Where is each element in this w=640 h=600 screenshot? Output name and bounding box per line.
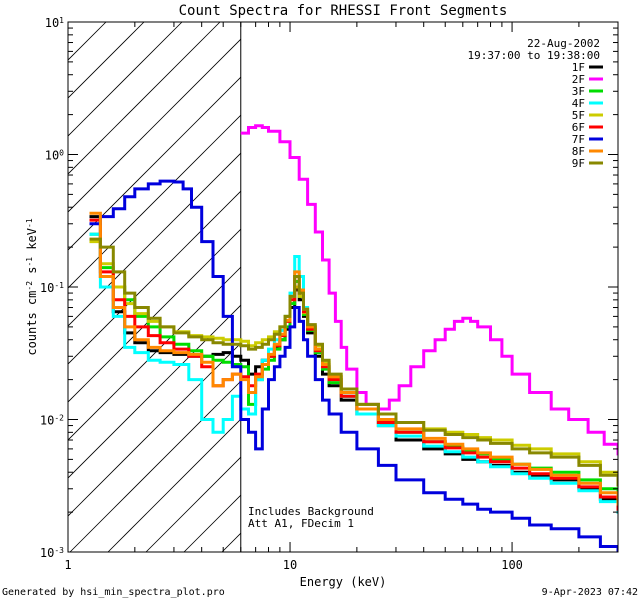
hatch-line bbox=[68, 22, 259, 213]
y-tick-label: 100 bbox=[45, 148, 64, 163]
annotation-background: Includes Background bbox=[248, 505, 374, 518]
x-axis-label: Energy (keV) bbox=[300, 575, 387, 589]
y-tick-label: 10-2 bbox=[40, 413, 64, 428]
hatch-line bbox=[68, 22, 297, 251]
y-tick-label: 101 bbox=[45, 16, 64, 31]
legend-label: 1F bbox=[572, 61, 585, 74]
chart-title: Count Spectra for RHESSI Front Segments bbox=[179, 3, 508, 19]
y-tick-label: 10-1 bbox=[40, 281, 64, 296]
series-9f bbox=[89, 237, 618, 487]
series-7f bbox=[89, 179, 618, 552]
x-tick-label: 10 bbox=[283, 558, 297, 572]
hatch-line bbox=[68, 22, 183, 137]
series-group bbox=[89, 124, 618, 552]
legend-label: 6F bbox=[572, 121, 585, 134]
x-tick-labels: 1 10 100 bbox=[64, 558, 523, 572]
y-axis-label: counts cm-2 s-1 keV-1 bbox=[25, 218, 40, 355]
legend-label: 2F bbox=[572, 73, 585, 86]
axis-ticks bbox=[67, 21, 619, 553]
annotation-attenuator: Att A1, FDecim 1 bbox=[248, 517, 354, 530]
y-tick-labels: 10-3 10-2 10-1 100 101 bbox=[40, 16, 64, 561]
x-tick-label: 1 bbox=[64, 558, 71, 572]
legend-label: 5F bbox=[572, 109, 585, 122]
legend-label: 3F bbox=[572, 85, 585, 98]
legend-date: 22-Aug-2002 bbox=[527, 37, 600, 50]
legend-label: 9F bbox=[572, 157, 585, 170]
legend-label: 4F bbox=[572, 97, 585, 110]
footer-timestamp: 9-Apr-2023 07:42 bbox=[542, 587, 638, 598]
legend-time-range: 19:37:00 to 19:38:00 bbox=[468, 49, 600, 62]
legend-label: 7F bbox=[572, 133, 585, 146]
footer-generated-by: Generated by hsi_min_spectra_plot.pro bbox=[2, 587, 225, 598]
legend-label: 8F bbox=[572, 145, 585, 158]
hatch-line bbox=[68, 22, 221, 175]
y-tick-label: 10-3 bbox=[40, 546, 64, 561]
x-tick-label: 100 bbox=[501, 558, 523, 572]
series-2f bbox=[240, 124, 618, 456]
